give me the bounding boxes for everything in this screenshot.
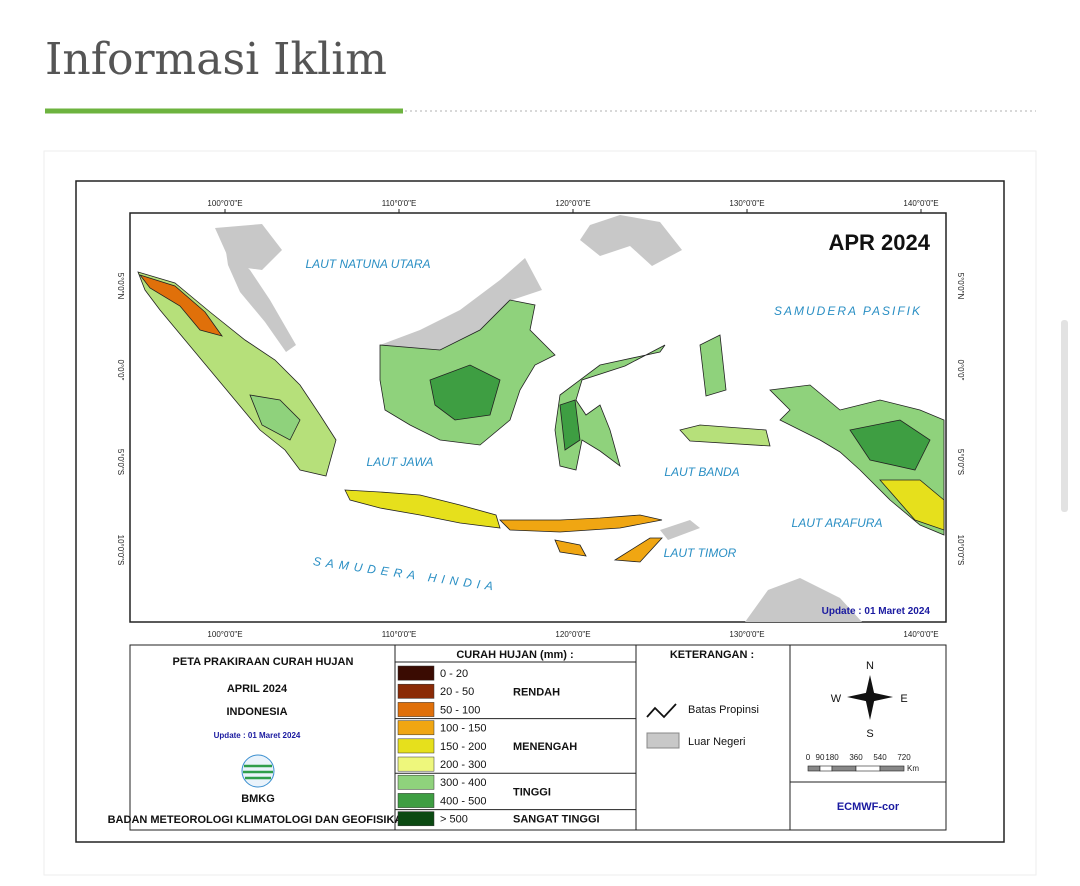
scale-segment [807,765,821,772]
legend-box [129,644,947,831]
swatch [397,756,435,772]
compass-rose [847,675,893,720]
scale-segment [879,765,905,772]
class-range: 400 - 500 [440,795,486,807]
class-group: MENENGAH [513,741,577,753]
legend-period: APRIL 2024 [227,683,288,695]
scale-label: 90 [816,753,825,762]
scale-segment [831,765,857,772]
lon-label: 130°0'0"E [729,199,764,208]
rainfall-title: CURAH HUJAN (mm) : [456,649,573,661]
lat-label: 5°0'0"N [116,273,125,300]
lon-label: 110°0'0"E [382,199,417,208]
page-title: Informasi Iklim [45,34,387,85]
lat-label: 5°0'0"S [116,449,125,475]
lat-label: 5°0'0"N [956,273,965,300]
scale-unit: Km [907,764,919,773]
lat-label: 10°0'0"S [116,535,125,566]
class-range: > 500 [440,814,468,826]
scale-segment [819,765,833,772]
swatch [397,683,435,699]
bmkg-logo [241,754,275,788]
agency: BADAN METEOROLOGI KLIMATOLOGI DAN GEOFIS… [108,814,403,826]
note: Luar Negeri [688,736,745,748]
scale-label: 0 [806,753,811,762]
compass-w: W [831,693,842,705]
legend-title: PETA PRAKIRAAN CURAH HUJAN [173,656,354,668]
legend-region: INDONESIA [226,706,287,718]
swatch [397,793,435,808]
class-group: TINGGI [513,786,551,798]
scale-label: 720 [897,753,911,762]
compass-s: S [866,728,873,740]
border-icon [646,703,677,719]
swatch [397,738,435,754]
lat-label: 0°0'0" [116,360,125,381]
swatch [397,702,435,717]
lon-label: 140°0'0"E [903,199,938,208]
class-range: 100 - 150 [440,723,486,735]
lon-label: 140°0'0"E [903,630,938,639]
compass-e: E [900,693,907,705]
sea-label: LAUT NATUNA UTARA [305,257,430,271]
notes-title: KETERANGAN : [670,649,754,661]
scale-label: 180 [825,753,839,762]
swatch [397,811,435,827]
indonesia-land [137,271,945,563]
lat-label: 10°0'0"S [956,535,965,566]
class-range: 150 - 200 [440,741,486,753]
map-image [75,180,1005,843]
class-range: 50 - 100 [440,704,480,716]
sea-label: LAUT BANDA [664,465,739,479]
lon-label: 100°0'0"E [207,199,242,208]
foreign-icon [646,732,680,749]
class-group: SANGAT TINGGI [513,814,600,826]
scrollbar [1061,320,1068,512]
swatch [397,720,435,736]
sea-label: LAUT ARAFURA [792,516,883,530]
logo-text: BMKG [241,793,275,805]
swatch [397,774,435,790]
class-range: 300 - 400 [440,777,486,789]
foreign-land [215,215,862,622]
model: ECMWF-cor [837,801,900,813]
scale-label: 360 [849,753,863,762]
lon-label: 120°0'0"E [555,199,590,208]
sea-label: SAMUDERA PASIFIK [774,304,922,318]
lon-label: 130°0'0"E [729,630,764,639]
class-range: 200 - 300 [440,759,486,771]
class-group: RENDAH [513,686,560,698]
scale-segment [855,765,881,772]
class-range: 20 - 50 [440,686,474,698]
lon-label: 100°0'0"E [207,630,242,639]
lon-label: 120°0'0"E [555,630,590,639]
legend-update: Update : 01 Maret 2024 [214,731,301,740]
lon-label: 110°0'0"E [382,630,417,639]
swatch [397,665,435,681]
note: Batas Propinsi [688,704,759,716]
scale-label: 540 [873,753,887,762]
map-update: Update : 01 Maret 2024 [822,606,931,617]
compass-n: N [866,660,874,672]
lat-label: 5°0'0"S [956,449,965,475]
legend: PETA PRAKIRAAN CURAH HUJAN APRIL 2024 IN… [108,644,947,831]
sea-label: LAUT JAWA [367,455,434,469]
sea-label: LAUT TIMOR [664,546,737,560]
map-title: APR 2024 [828,230,930,255]
class-range: 0 - 20 [440,668,468,680]
lat-label: 0°0'0" [956,360,965,381]
